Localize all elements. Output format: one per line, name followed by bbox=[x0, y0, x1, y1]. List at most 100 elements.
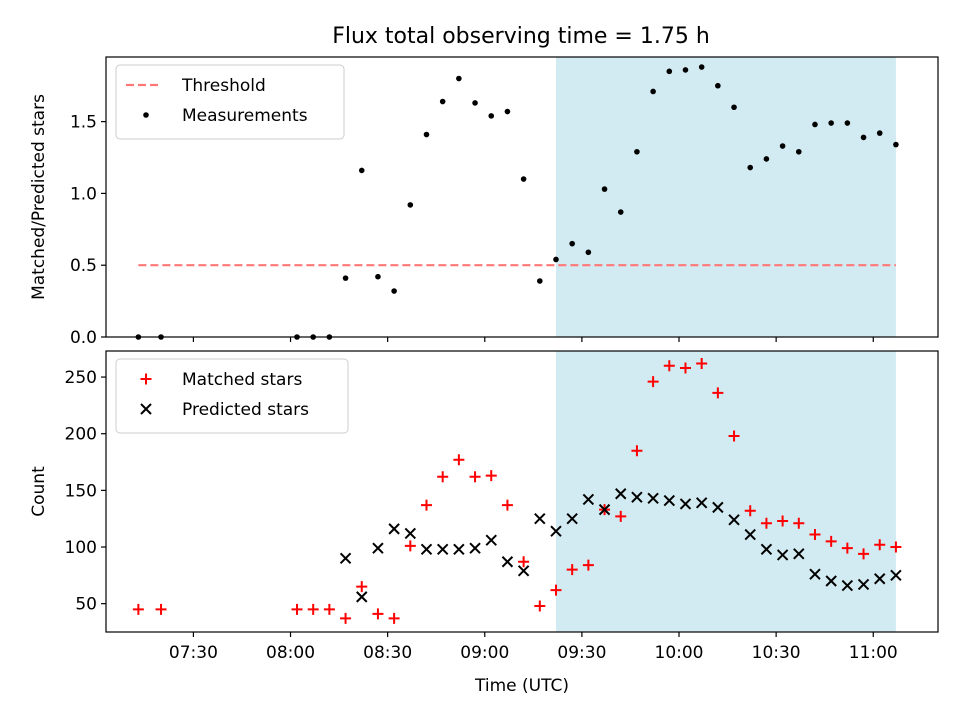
legend-label: Threshold bbox=[181, 76, 266, 96]
matched-stars-point bbox=[582, 559, 594, 571]
predicted-stars-point bbox=[598, 503, 611, 516]
observing-window-region bbox=[555, 351, 896, 632]
x-tick-label: 10:00 bbox=[655, 643, 704, 663]
measurement-point bbox=[682, 67, 689, 73]
predicted-stars-point bbox=[793, 548, 805, 560]
matched-stars-point bbox=[566, 564, 578, 576]
predicted-stars-point bbox=[566, 512, 578, 525]
predicted-stars-point bbox=[663, 494, 676, 507]
x-tick-label: 10:30 bbox=[752, 643, 801, 663]
x-tick-label: 07:30 bbox=[169, 643, 218, 663]
measurement-point bbox=[358, 167, 365, 174]
predicted-stars-point bbox=[890, 569, 902, 582]
measurement-point bbox=[423, 131, 430, 138]
legend-matched-swatch bbox=[140, 373, 152, 385]
legend: Matched stars Predicted stars bbox=[115, 358, 349, 434]
measurement-point bbox=[569, 240, 575, 247]
predicted-stars-point bbox=[339, 552, 352, 565]
matched-stars-point bbox=[420, 499, 432, 511]
y-tick-label: 50 bbox=[75, 595, 97, 615]
legend-box bbox=[115, 358, 349, 434]
predicted-stars-point bbox=[356, 591, 368, 603]
legend: Threshold Measurements bbox=[115, 64, 345, 140]
predicted-stars-point bbox=[647, 492, 659, 505]
matched-stars-point bbox=[550, 584, 562, 596]
predicted-stars-point bbox=[760, 543, 773, 555]
predicted-stars-point bbox=[776, 549, 789, 561]
observing-window-region bbox=[555, 57, 896, 337]
measurement-point bbox=[391, 288, 397, 294]
matched-stars-point bbox=[728, 430, 740, 442]
matched-stars-point bbox=[534, 600, 546, 612]
measurement-point bbox=[375, 273, 381, 280]
matched-stars-point bbox=[696, 357, 708, 369]
y-tick-label: 250 bbox=[65, 368, 97, 388]
legend-label: Matched stars bbox=[182, 370, 302, 390]
predicted-stars-point bbox=[631, 491, 643, 503]
predicted-stars-point bbox=[582, 493, 595, 506]
y-tick-label: 1.5 bbox=[70, 113, 97, 133]
predicted-stars-point bbox=[728, 514, 740, 526]
matched-stars-point bbox=[453, 454, 465, 466]
matched-stars-point bbox=[777, 515, 789, 527]
matched-stars-point bbox=[647, 376, 659, 388]
predicted-stars-point bbox=[501, 556, 514, 568]
matched-stars-point bbox=[793, 517, 805, 529]
x-axis-label: Time (UTC) bbox=[474, 676, 569, 696]
measurement-point bbox=[342, 275, 349, 281]
chart-title: Flux total observing time = 1.75 h bbox=[332, 24, 710, 49]
matched-stars-point bbox=[501, 499, 513, 511]
matched-stars-point bbox=[825, 535, 837, 547]
matched-stars-point bbox=[485, 470, 497, 482]
predicted-stars-point bbox=[874, 573, 886, 585]
y-axis-label: Matched/Predicted stars bbox=[29, 94, 49, 300]
predicted-stars-point bbox=[469, 542, 481, 554]
measurement-point bbox=[553, 256, 559, 263]
measurement-point bbox=[715, 82, 721, 89]
measurement-point bbox=[520, 176, 527, 182]
y-tick-label: 1.0 bbox=[70, 184, 97, 204]
matched-stars-point bbox=[890, 541, 902, 553]
measurement-point bbox=[731, 104, 737, 111]
measurement-point bbox=[893, 141, 899, 148]
count-panel: 50 100 150 200 250 Count 07:30 08:00 08:30 09:00 0… bbox=[29, 350, 939, 696]
x-tick-label: 08:30 bbox=[363, 643, 412, 663]
matched-stars-point bbox=[841, 542, 853, 554]
predicted-stars-point bbox=[841, 579, 854, 592]
measurement-point bbox=[634, 148, 640, 155]
axes-frame bbox=[105, 350, 939, 633]
matched-stars-point bbox=[307, 603, 319, 615]
legend-label: Measurements bbox=[182, 106, 308, 126]
measurement-point bbox=[763, 156, 770, 162]
predicted-stars-point bbox=[615, 488, 627, 500]
legend-box bbox=[115, 64, 345, 140]
predicted-stars-point bbox=[825, 575, 837, 587]
matched-stars-point bbox=[469, 471, 481, 483]
y-tick-label: 150 bbox=[65, 481, 97, 501]
measurement-point bbox=[779, 143, 786, 149]
predicted-stars-point bbox=[679, 498, 692, 510]
predicted-stars-point bbox=[517, 565, 530, 577]
predicted-stars-point bbox=[857, 578, 870, 591]
measurement-point bbox=[407, 202, 414, 208]
predicted-stars-point bbox=[436, 543, 449, 555]
measurement-point bbox=[439, 98, 446, 105]
predicted-stars-point bbox=[534, 512, 546, 525]
measurement-point bbox=[472, 100, 478, 106]
measurement-point bbox=[876, 130, 883, 136]
matched-stars-point bbox=[663, 360, 675, 372]
matched-stars-point bbox=[356, 581, 368, 593]
measurement-point bbox=[585, 249, 592, 256]
y-tick-label: 200 bbox=[65, 425, 97, 445]
predicted-stars-point bbox=[550, 525, 562, 537]
predicted-stars-point bbox=[453, 543, 465, 555]
matched-stars-point bbox=[437, 471, 449, 483]
predicted-stars-point bbox=[809, 568, 821, 580]
measurement-point bbox=[650, 88, 656, 95]
measurement-point bbox=[504, 108, 511, 115]
predicted-stars-point bbox=[404, 527, 417, 540]
measurement-point bbox=[812, 121, 818, 128]
predicted-stars-point bbox=[372, 542, 384, 554]
matched-stars-point bbox=[340, 612, 352, 624]
